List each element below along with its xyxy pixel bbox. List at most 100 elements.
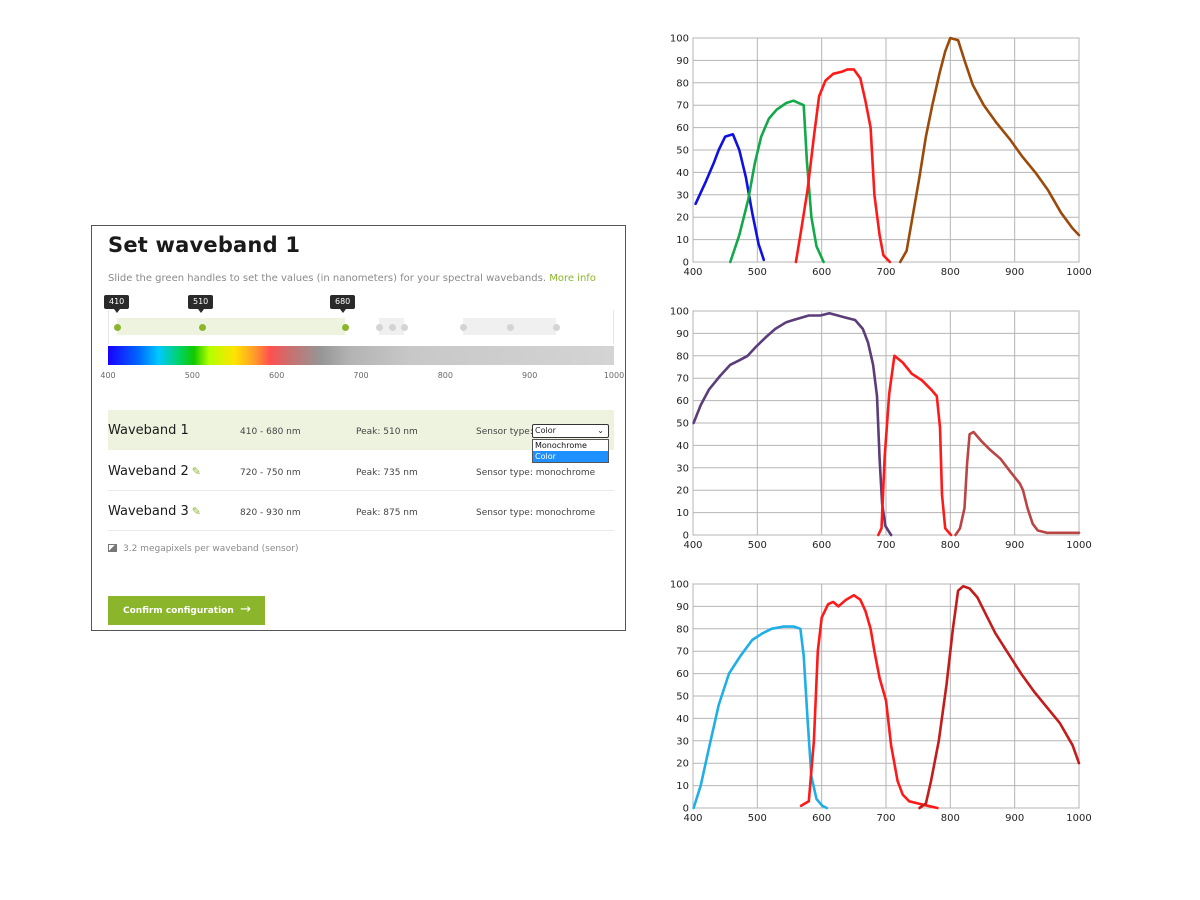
description-text: Slide the green handles to set the value… <box>108 273 547 284</box>
y-tick-label: 0 <box>683 258 689 269</box>
waveband-config-panel: Set waveband 1 Slide the green handles t… <box>91 225 626 631</box>
series-line <box>799 593 939 810</box>
confirm-label: Confirm configuration <box>123 605 234 616</box>
sensor-type-label: Sensor type: monochrome <box>476 468 596 478</box>
y-tick-label: 10 <box>676 235 689 246</box>
y-tick-label: 100 <box>670 580 689 591</box>
y-tick-label: 90 <box>676 56 689 67</box>
sensor-type-select[interactable]: Color ⌄ <box>532 424 609 438</box>
sensor-type-value: Color <box>535 426 556 435</box>
x-tick-label: 700 <box>876 813 895 824</box>
series-line <box>692 625 829 810</box>
axis-tick-label: 400 <box>100 371 116 380</box>
waveband-name-group: Waveband 2 ✎ <box>108 464 201 479</box>
slider-handle-inactive[interactable] <box>506 324 514 331</box>
x-tick-label: 700 <box>876 540 895 551</box>
waveband-range: 410 - 680 nm <box>240 427 301 437</box>
x-tick-label: 400 <box>683 540 702 551</box>
y-tick-label: 0 <box>683 531 689 542</box>
chart-2-plot: 0 10 20 30 40 50 60 70 80 90 100 400 500 600 700 800 900… <box>670 307 1092 552</box>
confirm-configuration-button[interactable]: Confirm configuration → <box>108 596 265 625</box>
y-tick-label: 40 <box>676 168 689 179</box>
handle-value-tag: 680 <box>330 295 356 313</box>
waveband-row-3[interactable]: Waveband 3 ✎ 820 - 930 nm Peak: 875 nm Se… <box>108 491 614 531</box>
x-tick-label: 1000 <box>1066 813 1091 824</box>
series-line <box>794 68 892 264</box>
series-line <box>954 430 1081 537</box>
series-line <box>729 99 825 264</box>
waveband-name-group: Waveband 3 ✎ <box>108 504 201 519</box>
series-line <box>898 36 1081 264</box>
handle-value-tag: 410 <box>104 295 130 313</box>
sensor-type-label: Sensor type: monochrome <box>476 508 596 518</box>
slider-handle[interactable] <box>114 324 122 331</box>
slider-handle[interactable] <box>342 324 350 331</box>
y-tick-label: 60 <box>676 396 689 407</box>
y-tick-label: 100 <box>670 34 689 45</box>
waveband-row-2[interactable]: Waveband 2 ✎ 720 - 750 nm Peak: 735 nm Se… <box>108 451 614 491</box>
waveband-name: Waveband 2 <box>108 464 189 479</box>
slider-handle-inactive[interactable] <box>460 324 468 331</box>
y-tick-label: 50 <box>676 146 689 157</box>
x-tick-label: 900 <box>1005 813 1024 824</box>
slider-handle-inactive[interactable] <box>388 324 396 331</box>
waveband-slider-track[interactable] <box>108 310 614 344</box>
x-tick-label: 500 <box>748 267 767 278</box>
more-info-link[interactable]: More info <box>549 273 596 284</box>
spectral-chart-3: 0 10 20 30 40 50 60 70 80 90 100 400 500 600 700 800 900… <box>660 576 1095 831</box>
x-tick-label: 800 <box>941 267 960 278</box>
y-tick-label: 60 <box>676 669 689 680</box>
slider-handle[interactable] <box>198 324 206 331</box>
option-monochrome[interactable]: Monochrome <box>535 441 587 450</box>
handle-value-tag: 510 <box>188 295 214 313</box>
y-tick-label: 50 <box>676 692 689 703</box>
waveband-peak: Peak: 875 nm <box>356 508 418 518</box>
axis-tick-label: 900 <box>522 371 538 380</box>
series-line <box>694 133 766 262</box>
x-tick-label: 900 <box>1005 267 1024 278</box>
sensor-icon <box>108 544 117 552</box>
y-tick-label: 80 <box>676 351 689 362</box>
x-tick-label: 900 <box>1005 540 1024 551</box>
y-tick-label: 10 <box>676 781 689 792</box>
y-tick-label: 100 <box>670 307 689 318</box>
slider-handle-inactive[interactable] <box>552 324 560 331</box>
waveband-name: Waveband 1 <box>108 423 189 438</box>
y-tick-label: 10 <box>676 508 689 519</box>
megapixels-text: 3.2 megapixels per waveband (sensor) <box>123 544 299 554</box>
axis-tick-label: 700 <box>353 371 369 380</box>
waveband-1-range <box>117 318 346 335</box>
y-tick-label: 50 <box>676 419 689 430</box>
waveband-row-1[interactable]: Waveband 1 410 - 680 nm Peak: 510 nm Sen… <box>108 410 614 463</box>
chart-1-plot: 0 10 20 30 40 50 60 70 80 90 100 400 500 600 700 800 900… <box>670 34 1092 279</box>
axis-tick-label: 500 <box>184 371 200 380</box>
y-tick-label: 70 <box>676 374 689 385</box>
option-color[interactable]: Color <box>533 451 608 462</box>
y-tick-label: 20 <box>676 759 689 770</box>
waveband-peak: Peak: 510 nm <box>356 427 418 437</box>
waveband-range: 820 - 930 nm <box>240 508 301 518</box>
x-tick-label: 500 <box>748 540 767 551</box>
x-tick-label: 600 <box>812 267 831 278</box>
chevron-down-icon: ⌄ <box>597 426 604 435</box>
y-tick-label: 30 <box>676 736 689 747</box>
y-tick-label: 70 <box>676 647 689 658</box>
arrow-right-icon: → <box>240 602 251 617</box>
slider-handle-inactive[interactable] <box>401 324 409 331</box>
chart-3-plot: 0 10 20 30 40 50 60 70 80 90 100 400 500 600 700 800 900… <box>670 580 1092 825</box>
pencil-icon[interactable]: ✎ <box>191 505 202 518</box>
spectral-chart-2: 0 10 20 30 40 50 60 70 80 90 100 400 500 600 700 800 900… <box>660 303 1095 558</box>
y-tick-label: 20 <box>676 213 689 224</box>
y-tick-label: 20 <box>676 486 689 497</box>
panel-description: Slide the green handles to set the value… <box>108 273 596 284</box>
slider-handle-inactive[interactable] <box>375 324 383 331</box>
pencil-icon[interactable]: ✎ <box>191 465 202 478</box>
y-tick-label: 30 <box>676 463 689 474</box>
panel-title: Set waveband 1 <box>108 233 301 257</box>
x-tick-label: 1000 <box>1066 267 1091 278</box>
y-tick-label: 0 <box>683 804 689 815</box>
spectral-chart-1: 0 10 20 30 40 50 60 70 80 90 100 400 500 600 700 800 900… <box>660 30 1095 285</box>
x-tick-label: 400 <box>683 267 702 278</box>
x-tick-label: 700 <box>876 267 895 278</box>
series-line <box>692 311 893 537</box>
